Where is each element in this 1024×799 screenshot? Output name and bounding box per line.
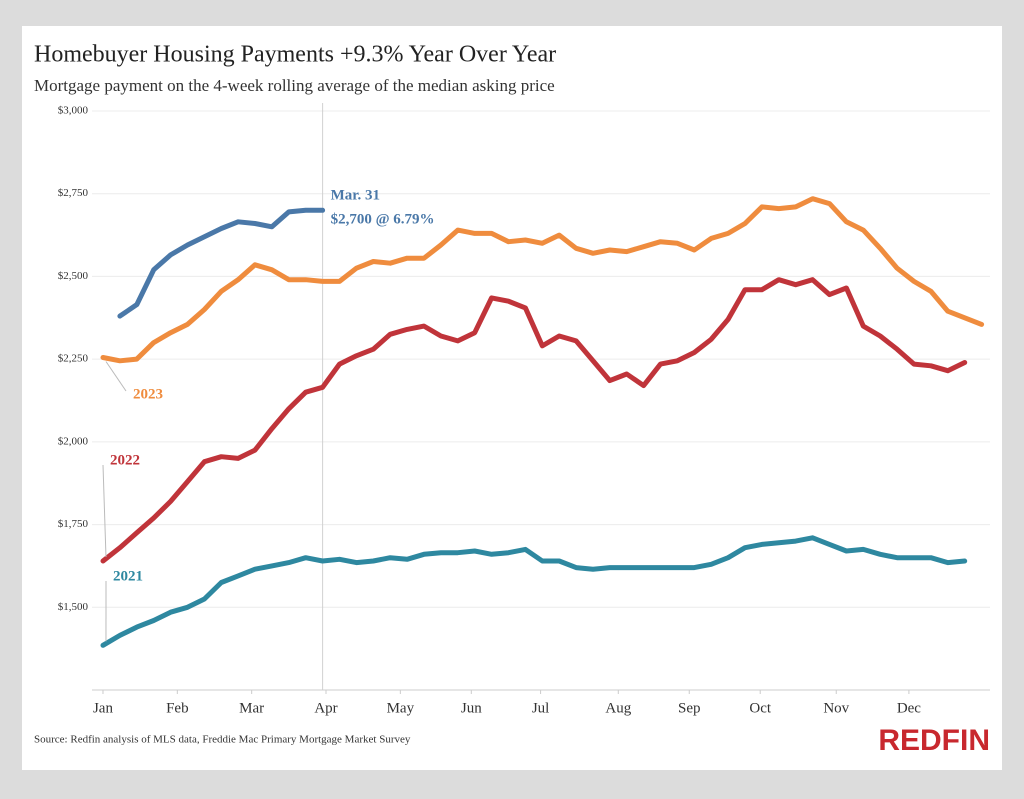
y-tick-label: $1,750 (58, 518, 89, 530)
series-label: 2021 (113, 568, 143, 584)
x-tick-label: Jul (532, 700, 550, 716)
panel (22, 26, 1002, 770)
chart-title: Homebuyer Housing Payments +9.3% Year Ov… (34, 42, 556, 68)
y-tick-label: $2,000 (58, 435, 89, 447)
y-tick-label: $2,250 (58, 353, 89, 365)
x-tick-label: Sep (678, 700, 701, 716)
y-tick-label: $2,500 (58, 270, 89, 282)
y-tick-label: $3,000 (58, 105, 89, 117)
annotation: Mar. 31 (331, 188, 380, 204)
x-tick-label: Jun (461, 700, 482, 716)
series-line (100, 535, 968, 648)
series-line (117, 207, 326, 319)
series-label: 2023 (133, 386, 163, 402)
series-label: 2022 (110, 452, 140, 468)
x-tick-label: Jan (93, 700, 113, 716)
series-line (100, 196, 985, 364)
series-line (100, 277, 968, 564)
annotation: $2,700 @ 6.79% (331, 212, 435, 228)
x-tick-label: Dec (897, 700, 921, 716)
label-leader (105, 361, 127, 392)
chart-subtitle: Mortgage payment on the 4-week rolling a… (34, 76, 555, 95)
label-leader (102, 464, 107, 557)
x-tick-label: Oct (749, 700, 771, 716)
y-tick-label: $2,750 (58, 187, 89, 199)
x-tick-label: May (387, 700, 415, 716)
x-tick-label: Feb (166, 700, 189, 716)
x-tick-label: Mar (239, 700, 264, 716)
brand-logo: REDFIN (878, 724, 990, 757)
x-tick-label: Apr (314, 700, 337, 716)
y-tick-label: $1,500 (58, 601, 89, 613)
source-note: Source: Redfin analysis of MLS data, Fre… (34, 734, 411, 746)
x-tick-label: Aug (605, 700, 631, 716)
x-tick-label: Nov (823, 700, 849, 716)
